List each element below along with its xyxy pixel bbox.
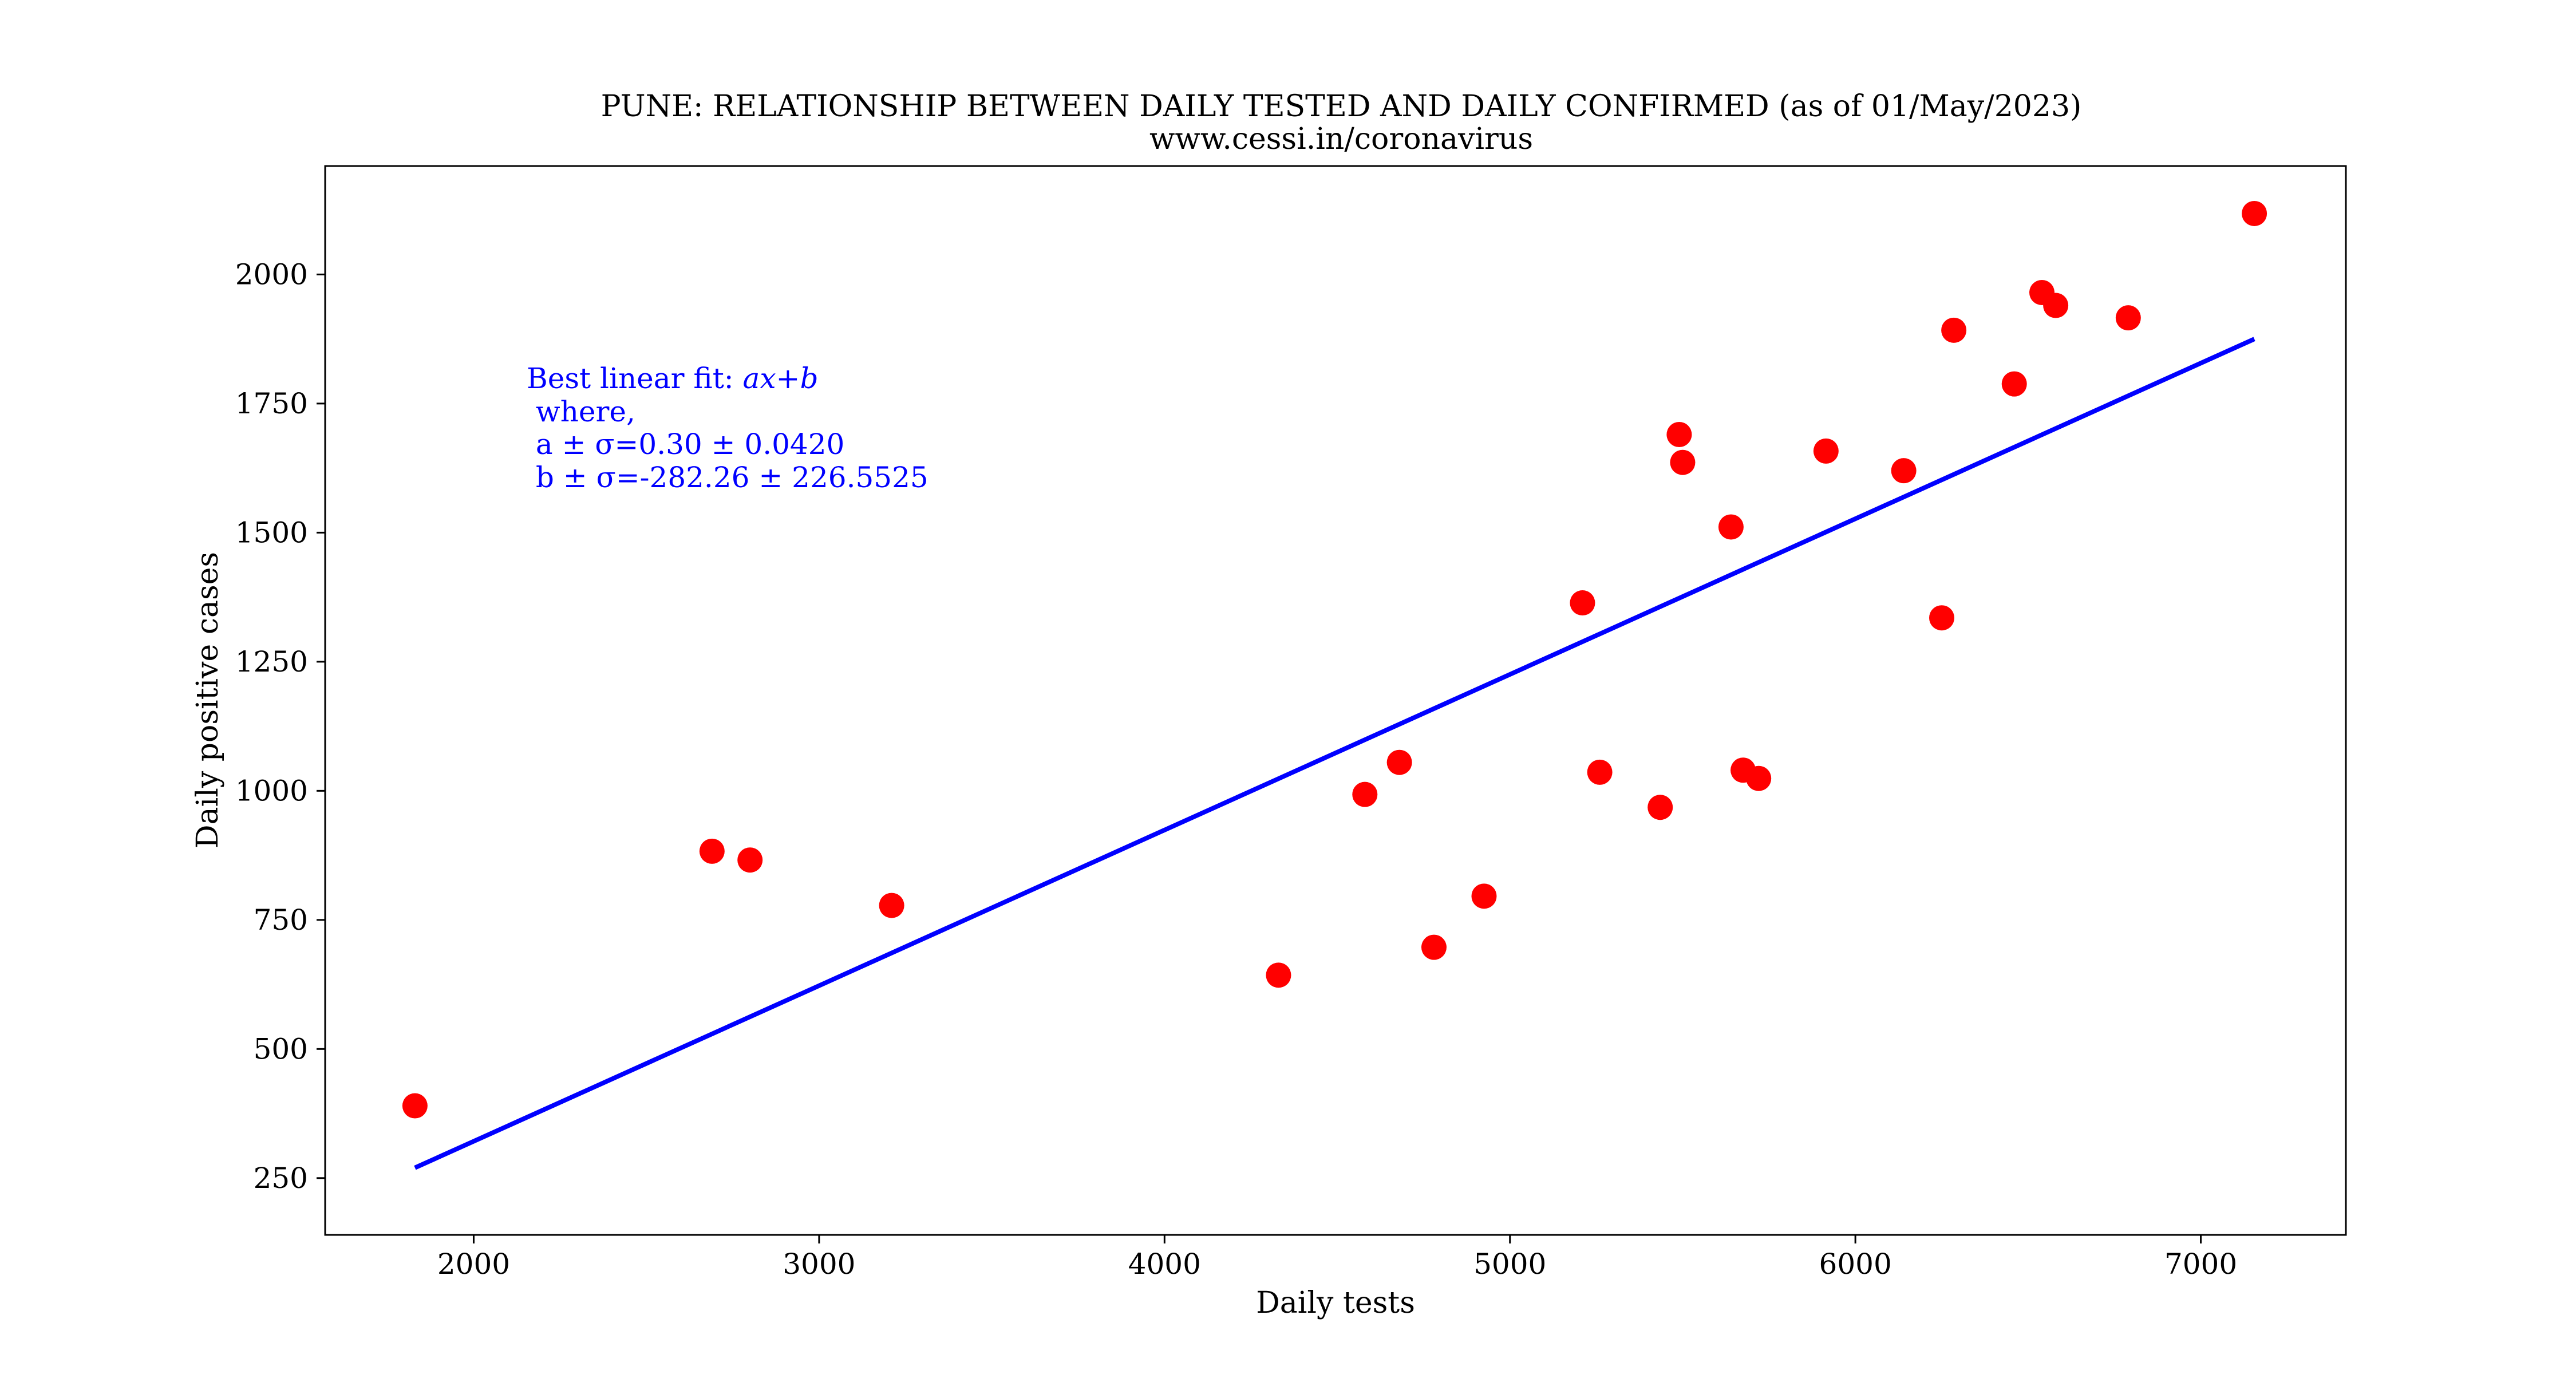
data-point <box>1666 422 1692 448</box>
x-tick-label: 7000 <box>2164 1247 2237 1281</box>
data-point <box>1746 765 1772 791</box>
data-point <box>1386 749 1412 775</box>
data-point <box>2242 200 2267 226</box>
data-point <box>1647 795 1673 820</box>
data-point <box>1421 934 1447 960</box>
fit-annotation: Best linear fit: ax+b where, a ± σ=0.30 … <box>527 362 929 494</box>
x-tick-label: 2000 <box>437 1247 510 1281</box>
data-point <box>1471 883 1497 909</box>
x-tick-label: 5000 <box>1473 1247 1546 1281</box>
data-point <box>1813 438 1839 464</box>
y-tick-label: 1250 <box>235 645 308 678</box>
data-point <box>2043 293 2069 318</box>
data-point <box>2001 371 2027 397</box>
y-tick-label: 1750 <box>235 387 308 420</box>
annotation-line-2: where, <box>527 395 635 428</box>
data-point <box>1266 962 1291 988</box>
chart-title: PUNE: RELATIONSHIP BETWEEN DAILY TESTED … <box>601 89 2082 124</box>
annotation-line-3: a ± σ=0.30 ± 0.0420 <box>527 428 844 461</box>
data-point <box>1929 605 1954 631</box>
annotation-line-4: b ± σ=-282.26 ± 226.5525 <box>527 461 929 494</box>
y-tick-label: 1000 <box>235 774 308 807</box>
annotation-line-1-math: ax+b <box>743 362 819 395</box>
fit-line-layer <box>414 337 2255 1170</box>
data-point <box>402 1093 428 1119</box>
y-tick-label: 250 <box>254 1162 308 1195</box>
annotation-line-1: Best linear fit: ax+b <box>527 362 818 395</box>
y-axis: 250 500 750 1000 1250 1500 1750 2000 <box>235 258 325 1195</box>
data-point <box>879 893 904 918</box>
data-point <box>1587 759 1613 785</box>
data-point <box>737 847 763 873</box>
data-point <box>1352 781 1378 807</box>
y-tick-label: 750 <box>254 903 308 937</box>
plot-area <box>324 165 2347 1236</box>
x-tick-label: 3000 <box>783 1247 855 1281</box>
data-point <box>2115 305 2141 331</box>
points-layer <box>402 200 2267 1119</box>
x-tick-label: 6000 <box>1819 1247 1892 1281</box>
data-point <box>699 838 725 864</box>
x-axis: 2000 3000 4000 5000 6000 7000 <box>437 1235 2237 1281</box>
y-axis-label: Daily positive cases <box>191 552 225 848</box>
data-point <box>1718 514 1744 540</box>
data-point <box>1670 449 1696 475</box>
x-tick-label: 4000 <box>1128 1247 1201 1281</box>
x-axis-label: Daily tests <box>1256 1286 1415 1320</box>
chart-subtitle: www.cessi.in/coronavirus <box>1149 122 1533 156</box>
data-point <box>1891 458 1917 484</box>
data-point <box>1570 590 1595 616</box>
y-tick-label: 1500 <box>235 516 308 549</box>
y-tick-label: 500 <box>254 1032 308 1065</box>
data-point <box>1941 317 1967 343</box>
annotation-line-1-prefix: Best linear fit: <box>527 362 743 395</box>
fit-line <box>414 337 2255 1170</box>
y-tick-label: 2000 <box>235 258 308 291</box>
